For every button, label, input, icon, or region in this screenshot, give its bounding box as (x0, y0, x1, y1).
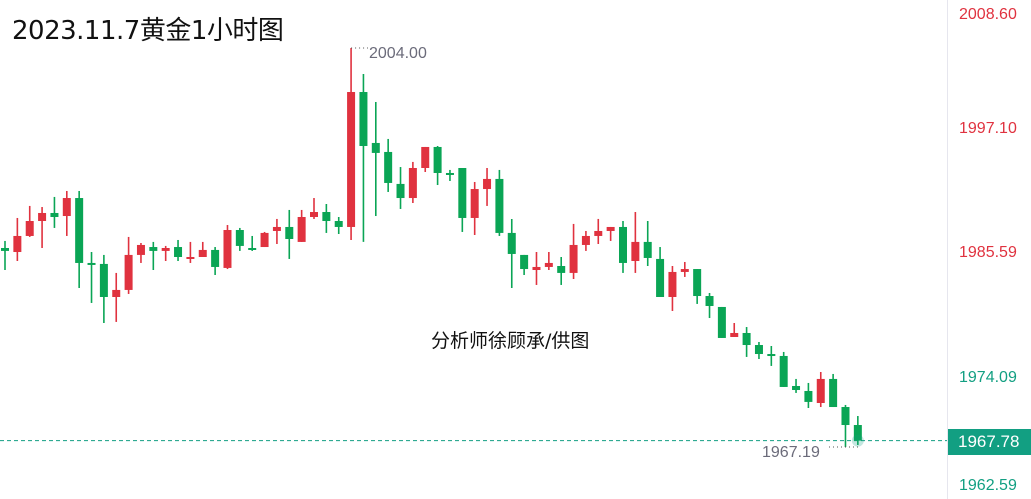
candle-down (99, 263, 108, 297)
candle-down (792, 385, 801, 391)
y-tick-label: 2008.60 (959, 6, 1017, 23)
candle-down (359, 92, 368, 146)
candle-down (754, 345, 763, 355)
candle-up (631, 241, 640, 262)
candle-up (730, 332, 739, 337)
candle-down (50, 212, 59, 217)
price-axis[interactable]: 2008.60 1997.10 1985.59 1974.09 1962.59 … (947, 0, 1031, 499)
candle-up (297, 216, 306, 242)
candle-down (174, 247, 183, 257)
candle-down (619, 226, 627, 263)
candle-up (38, 212, 47, 222)
candle-down (643, 241, 652, 258)
candle-up (310, 212, 318, 217)
candle-up (483, 178, 492, 190)
candle-up (62, 198, 71, 217)
candle-down (396, 183, 405, 199)
candle-up (186, 256, 195, 259)
high-price-label: 2004.00 (369, 45, 427, 62)
candle-down (235, 230, 244, 246)
candle-down (334, 221, 343, 227)
candle-up (680, 269, 689, 272)
current-price-dot (851, 434, 864, 447)
candle-up (606, 226, 615, 231)
candle-down (75, 198, 84, 263)
candle-up (408, 167, 417, 199)
candle-down (149, 247, 158, 251)
candle-up (223, 230, 232, 268)
candle-down (853, 425, 862, 441)
candle-up (347, 92, 356, 227)
candle-down (285, 226, 294, 240)
y-tick-label: 1962.59 (959, 477, 1017, 494)
candle-down (804, 390, 813, 402)
candle-down (433, 146, 442, 173)
candle-up (532, 266, 541, 271)
watermark: 分析师徐顾承/供图 (431, 330, 590, 352)
candle-down (841, 407, 850, 426)
candle-down (656, 258, 665, 297)
candle-up (569, 244, 578, 273)
candle-down (520, 254, 529, 270)
low-price-label: 1967.19 (762, 444, 820, 461)
candle-down (829, 378, 838, 408)
candle-down (495, 178, 504, 233)
candle-down (717, 306, 726, 338)
candle-down (557, 265, 566, 273)
candle-up (13, 235, 22, 253)
candle-up (581, 235, 590, 245)
candle-up (161, 247, 170, 251)
candle-down (322, 212, 331, 222)
candle-up (260, 232, 269, 248)
candle-down (384, 151, 393, 183)
candle-down (211, 249, 220, 267)
candle-down (445, 172, 454, 175)
candle-down (1, 247, 9, 251)
candle-up (594, 230, 603, 236)
candle-down (742, 332, 751, 346)
candle-up (124, 254, 133, 290)
y-tick-label: 1985.59 (959, 244, 1017, 261)
y-tick-label: 1974.09 (959, 369, 1017, 386)
candle-down (705, 296, 714, 306)
chart-title: 2023.11.7黄金1小时图 (12, 16, 284, 46)
y-tick-label: 1997.10 (959, 120, 1017, 137)
candle-down (507, 232, 516, 254)
candle-down (248, 247, 257, 250)
candle-down (779, 355, 788, 387)
candle-down (693, 269, 702, 297)
candle-down (767, 354, 776, 357)
candle-up (470, 189, 479, 218)
candle-up (668, 271, 677, 297)
candle-up (112, 289, 121, 297)
candle-down (458, 167, 467, 218)
candle-down (87, 262, 96, 265)
candle-up (136, 244, 145, 255)
candle-up (544, 262, 553, 267)
current-price-tag: 1967.78 (948, 429, 1031, 455)
candle-up (816, 378, 825, 404)
candle-up (272, 226, 281, 231)
candle-up (198, 249, 207, 257)
candle-up (25, 221, 34, 236)
candle-up (421, 146, 430, 168)
candle-down (371, 142, 380, 153)
